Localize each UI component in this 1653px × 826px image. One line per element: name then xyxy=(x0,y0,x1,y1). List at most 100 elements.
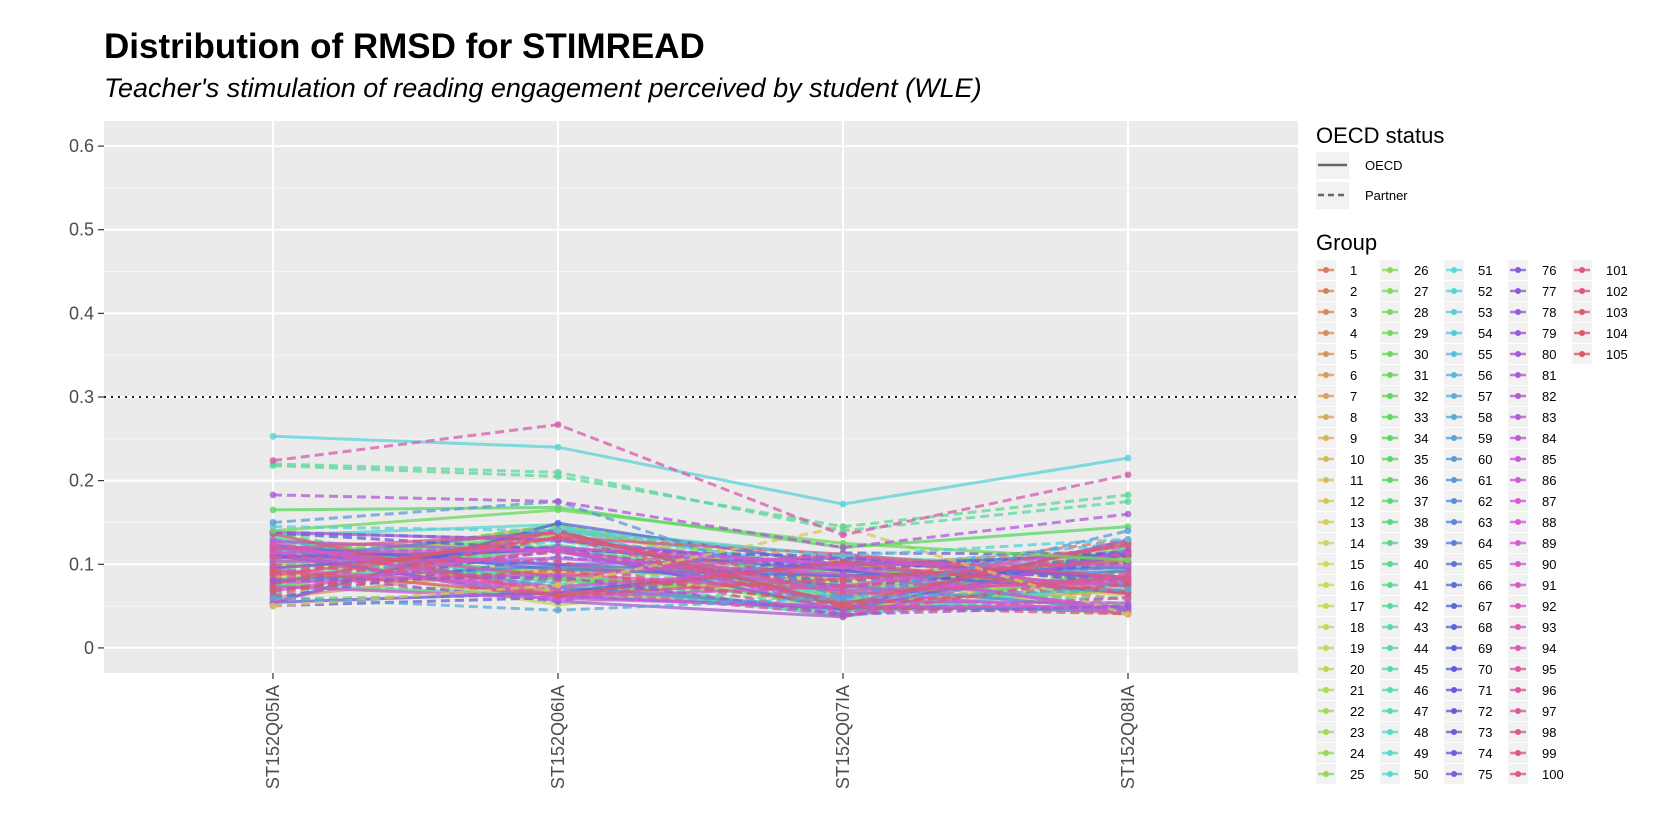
series-line xyxy=(272,525,1129,616)
legend-key-point xyxy=(1515,351,1521,357)
legend-group-item: 100 xyxy=(1508,764,1564,784)
series-point xyxy=(839,552,847,560)
legend-group-item: 91 xyxy=(1508,575,1556,595)
legend-group-label: 95 xyxy=(1542,662,1556,677)
legend-group-item: 51 xyxy=(1444,260,1492,280)
legend-group-item: 20 xyxy=(1316,659,1364,679)
series-point xyxy=(1124,574,1132,582)
legend-group-item: 79 xyxy=(1508,323,1556,343)
legend-group-label: 93 xyxy=(1542,620,1556,635)
series-point xyxy=(839,575,847,583)
legend-group-item: 23 xyxy=(1316,722,1364,742)
legend-key-point xyxy=(1515,267,1521,273)
legend-group-label: 103 xyxy=(1606,305,1628,320)
legend-group-label: 65 xyxy=(1478,557,1492,572)
series-point xyxy=(554,504,562,511)
series-line xyxy=(272,505,1129,550)
legend-group-label: 26 xyxy=(1414,263,1428,278)
legend-group-item: 14 xyxy=(1316,533,1364,553)
legend-group-label: 34 xyxy=(1414,431,1428,446)
legend-group-item: 19 xyxy=(1316,638,1364,658)
legend-key-point xyxy=(1451,540,1457,546)
legend-key-point xyxy=(1387,729,1393,735)
legend-key-point xyxy=(1515,582,1521,588)
x-tick-label: ST152Q07IA xyxy=(833,685,853,789)
legend-group-label: 104 xyxy=(1606,326,1628,341)
series-line xyxy=(272,575,1129,617)
series-point xyxy=(554,468,562,476)
legend-key-point xyxy=(1579,288,1585,294)
legend-key-point xyxy=(1323,477,1329,483)
series-layer xyxy=(269,421,1132,621)
legend-group-label: 62 xyxy=(1478,494,1492,509)
legend-group-item: 60 xyxy=(1444,449,1492,469)
y-tick-label: 0.3 xyxy=(69,387,94,407)
legend-group-label: 5 xyxy=(1350,347,1357,362)
series-point xyxy=(554,591,562,599)
legend-group-item: 21 xyxy=(1316,680,1364,700)
legend-key-point xyxy=(1515,372,1521,378)
series-point xyxy=(1124,535,1132,543)
legend-group-item: 13 xyxy=(1316,512,1364,532)
legend-group-label: 74 xyxy=(1478,746,1492,761)
legend-key-point xyxy=(1515,561,1521,567)
series-point xyxy=(1124,568,1132,576)
legend-key-point xyxy=(1515,750,1521,756)
legend-group-label: 61 xyxy=(1478,473,1492,488)
legend-key-point xyxy=(1387,687,1393,693)
legend-key-point xyxy=(1387,267,1393,273)
x-tick-label: ST152Q08IA xyxy=(1118,685,1138,789)
legend-group-label: 45 xyxy=(1414,662,1428,677)
legend-group-item: 93 xyxy=(1508,617,1556,637)
series-point xyxy=(554,443,562,451)
series-point xyxy=(839,558,847,566)
legend-group-label: 15 xyxy=(1350,557,1364,572)
legend-key-point xyxy=(1515,771,1521,777)
series-point xyxy=(554,566,562,574)
legend-key-point xyxy=(1451,456,1457,462)
legend-key-point xyxy=(1323,729,1329,735)
series-point xyxy=(839,611,847,618)
legend-oecd-status: OECD status OECD Partner xyxy=(1316,123,1444,209)
series-point xyxy=(269,561,277,569)
legend-group-label: 11 xyxy=(1350,473,1364,488)
legend-group-item: 70 xyxy=(1444,659,1492,679)
legend-group-label: 19 xyxy=(1350,641,1364,656)
legend-group-label: 75 xyxy=(1478,767,1492,782)
legend-key-point xyxy=(1323,771,1329,777)
legend-oecd-status-title: OECD status xyxy=(1316,123,1444,148)
legend-group-label: 2 xyxy=(1350,284,1357,299)
series-line xyxy=(272,493,1129,550)
legend-key-point xyxy=(1451,477,1457,483)
legend-group-item: 80 xyxy=(1508,344,1556,364)
legend-group-label: 18 xyxy=(1350,620,1364,635)
legend-group-item: 43 xyxy=(1380,617,1428,637)
legend-group-label: 56 xyxy=(1478,368,1492,383)
series-point xyxy=(269,553,277,561)
legend-key-point xyxy=(1515,645,1521,651)
legend-key-point xyxy=(1515,330,1521,336)
legend-key-point xyxy=(1323,708,1329,714)
legend-group-item: 32 xyxy=(1380,386,1428,406)
legend-group-label: 92 xyxy=(1542,599,1556,614)
legend-group-item: 101 xyxy=(1572,260,1628,280)
legend-group-label: 63 xyxy=(1478,515,1492,530)
legend-key-point xyxy=(1515,708,1521,714)
legend-group-item: 10 xyxy=(1316,449,1364,469)
legend-group-item: 67 xyxy=(1444,596,1492,616)
legend-group-item: 8 xyxy=(1316,407,1357,427)
legend-group-label: 37 xyxy=(1414,494,1428,509)
legend-group-label: 29 xyxy=(1414,326,1428,341)
legend-group-label: 70 xyxy=(1478,662,1492,677)
legend-group-label: 48 xyxy=(1414,725,1428,740)
legend-group-label: 58 xyxy=(1478,410,1492,425)
legend-group-item: 96 xyxy=(1508,680,1556,700)
series-point xyxy=(554,573,562,581)
legend-key-point xyxy=(1323,624,1329,630)
legend-group-item: 69 xyxy=(1444,638,1492,658)
legend-key-point xyxy=(1387,288,1393,294)
legend-group-label: 105 xyxy=(1606,347,1628,362)
legend-group-label: 22 xyxy=(1350,704,1364,719)
legend-group-label: 46 xyxy=(1414,683,1428,698)
y-tick-label: 0.5 xyxy=(69,220,94,240)
